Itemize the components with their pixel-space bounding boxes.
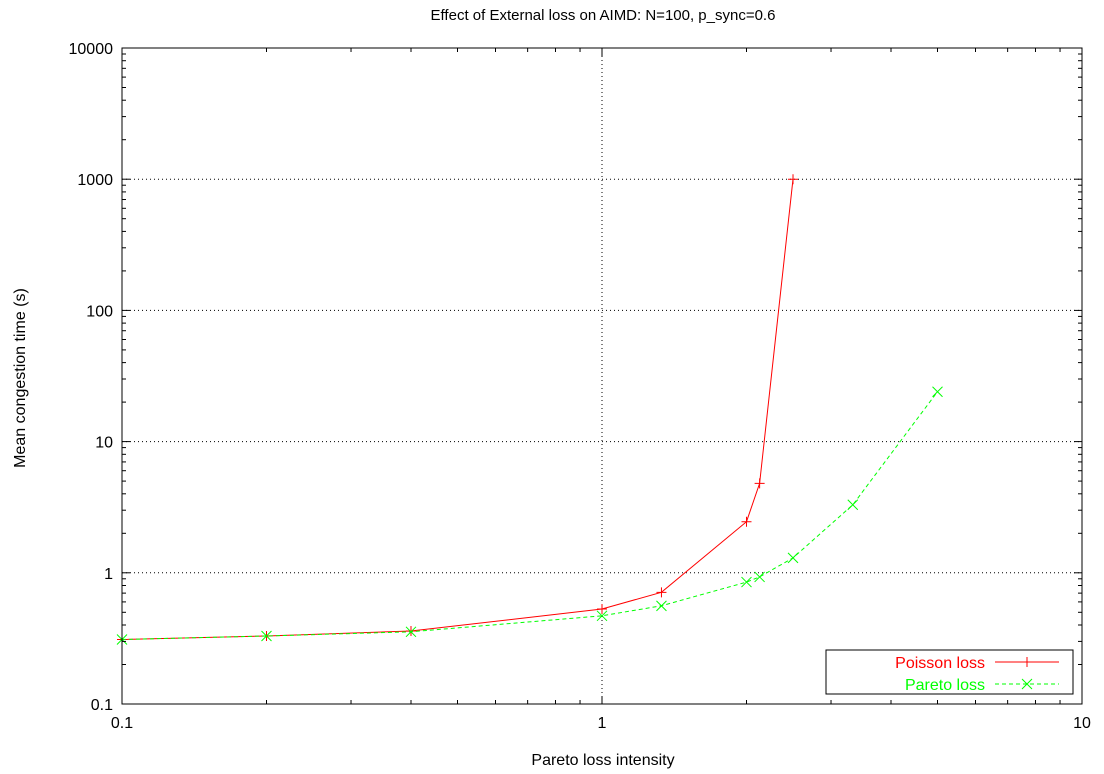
grid: [122, 48, 1082, 704]
data-point-pareto: [405, 626, 417, 638]
y-tick-label: 100: [86, 303, 113, 320]
legend-box: [825, 649, 1074, 695]
chart-title: Effect of External loss on AIMD: N=100, …: [431, 7, 776, 24]
series-line-pareto: [121, 391, 938, 640]
data-point-poisson: [656, 587, 667, 598]
y-tick-label: 1: [104, 566, 113, 583]
x-tick-label: 1: [598, 715, 607, 732]
data-point-pareto: [754, 571, 765, 583]
series-line-poisson: [121, 179, 794, 640]
legend: Poisson loss Pareto loss: [825, 649, 1074, 695]
series-layer: [116, 174, 943, 645]
data-point-pareto: [261, 630, 272, 642]
y-tick-label: 10000: [69, 41, 114, 58]
x-axis-label: Pareto loss intensity: [531, 752, 674, 769]
data-point-poisson: [788, 174, 799, 185]
data-point-pareto: [847, 499, 859, 511]
x-tick-label: 10: [1073, 715, 1091, 732]
data-point-poisson: [754, 478, 765, 489]
data-point-pareto: [741, 576, 752, 588]
data-point-pareto: [787, 552, 799, 564]
data-point-pareto: [656, 600, 667, 612]
legend-label: Pareto loss: [905, 677, 985, 694]
axis-ticks: 0.1 1 10 100 1000 10000 0.1 1 10: [69, 41, 1092, 732]
x-tick-label: 0.1: [111, 715, 133, 732]
data-point-pareto: [596, 610, 608, 622]
legend-marker: [1022, 657, 1032, 667]
data-point-pareto: [932, 386, 943, 398]
legend-marker: [1021, 678, 1033, 690]
data-point-poisson: [741, 516, 752, 527]
data-point-poisson: [405, 626, 416, 637]
y-axis-label: Mean congestion time (s): [12, 288, 29, 468]
y-tick-label: 10: [95, 435, 113, 452]
y-tick-label: 0.1: [91, 697, 113, 714]
y-tick-label: 1000: [77, 172, 113, 189]
data-point-poisson: [597, 603, 607, 614]
legend-label: Poisson loss: [895, 655, 985, 672]
